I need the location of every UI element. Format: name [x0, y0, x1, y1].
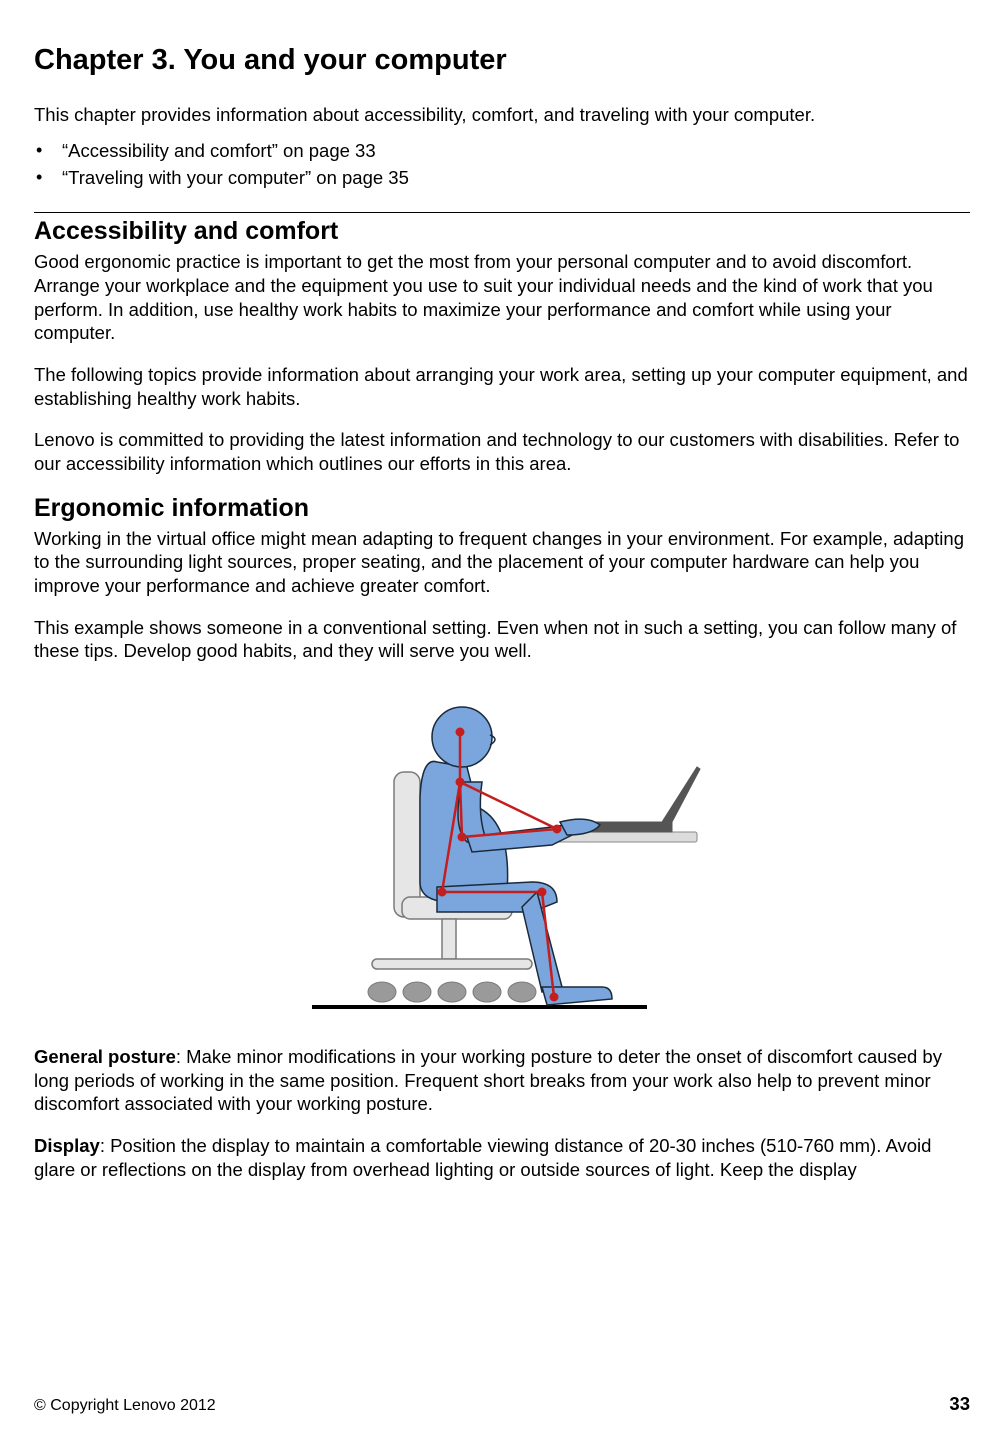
section-rule — [34, 212, 970, 213]
body-paragraph: Working in the virtual office might mean… — [34, 527, 970, 598]
footer-page-number: 33 — [949, 1393, 970, 1415]
toc-item: “Traveling with your computer” on page 3… — [34, 164, 970, 192]
body-paragraph: This example shows someone in a conventi… — [34, 616, 970, 663]
chapter-intro: This chapter provides information about … — [34, 103, 970, 127]
ergonomic-figure — [34, 687, 970, 1017]
section-heading-accessibility: Accessibility and comfort — [34, 217, 970, 246]
body-paragraph: Good ergonomic practice is important to … — [34, 250, 970, 345]
definition-display: Display: Position the display to maintai… — [34, 1134, 970, 1181]
body-paragraph: The following topics provide information… — [34, 363, 970, 410]
chapter-title: Chapter 3. You and your computer — [34, 44, 970, 77]
term-label: General posture — [34, 1046, 176, 1067]
definition-general-posture: General posture: Make minor modification… — [34, 1045, 970, 1116]
toc-item: “Accessibility and comfort” on page 33 — [34, 137, 970, 165]
body-paragraph: Lenovo is committed to providing the lat… — [34, 428, 970, 475]
footer-copyright: © Copyright Lenovo 2012 — [34, 1397, 216, 1415]
term-text: : Position the display to maintain a com… — [34, 1135, 931, 1180]
page-footer: © Copyright Lenovo 2012 33 — [34, 1373, 970, 1415]
section-heading-ergonomic: Ergonomic information — [34, 494, 970, 523]
ergonomic-posture-illustration — [302, 687, 702, 1017]
chapter-toc: “Accessibility and comfort” on page 33 “… — [34, 137, 970, 193]
term-label: Display — [34, 1135, 100, 1156]
